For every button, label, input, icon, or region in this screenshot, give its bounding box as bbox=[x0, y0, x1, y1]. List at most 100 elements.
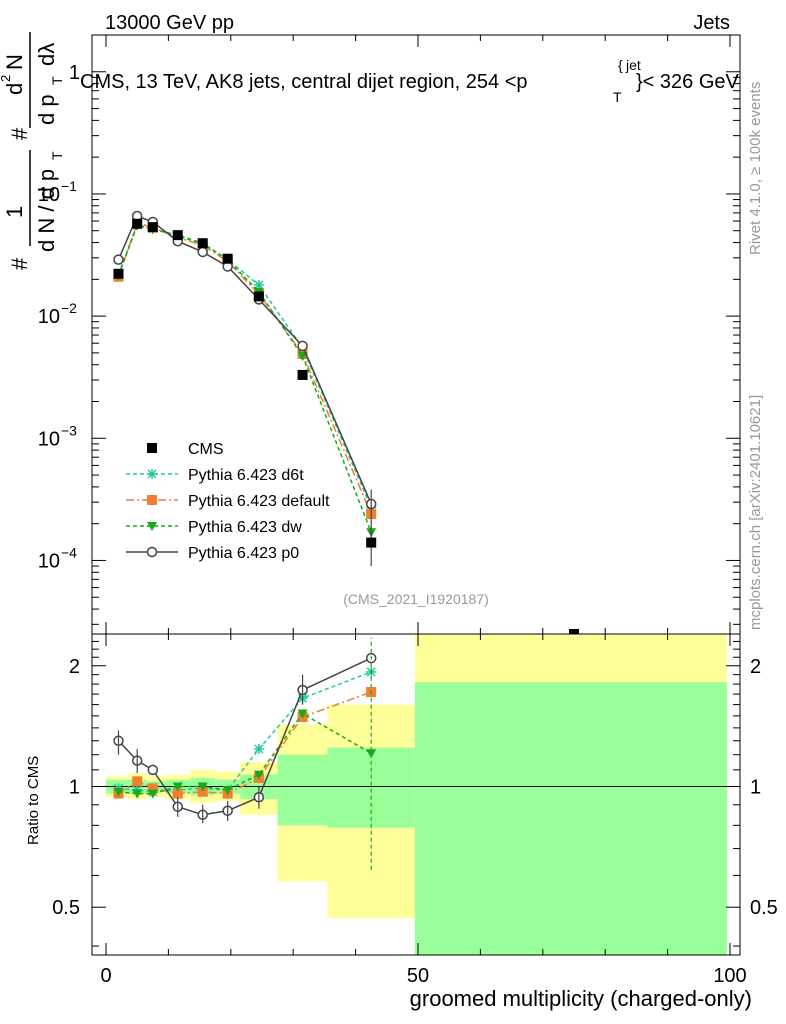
legend-label: Pythia 6.423 default bbox=[188, 493, 330, 510]
legend-marker bbox=[147, 443, 157, 453]
ratio-panel: 0.5 0.5 1 1 2 2 bbox=[52, 633, 778, 956]
bottom-y-tick-label-right: 2 bbox=[750, 656, 761, 678]
ylabel-den2: d p bbox=[34, 94, 59, 125]
top-y-tick-base: 10 bbox=[38, 428, 60, 450]
top-y-tick-label: 10 −4 bbox=[38, 544, 77, 572]
ylabel-num2-top: d bbox=[2, 83, 27, 95]
ratio-line-1 bbox=[118, 691, 372, 795]
top-y-tick-exp: −2 bbox=[61, 300, 77, 316]
title-tail: }< 326 GeV bbox=[636, 71, 740, 93]
header-right: Jets bbox=[693, 12, 730, 34]
ylabel-den: d N / d p bbox=[34, 169, 59, 252]
mcplots-label: mcplots.cern.ch [arXiv:2401.10621] bbox=[747, 395, 764, 630]
cms-point bbox=[113, 268, 124, 279]
bottom-y-tick-label: 0.5 bbox=[52, 897, 80, 919]
top-y-tick-label: 10 −2 bbox=[38, 300, 77, 328]
ylabel-hash: # bbox=[7, 257, 32, 270]
legend-item-0: CMS bbox=[147, 441, 224, 458]
cms-point bbox=[197, 238, 208, 249]
top-y-tick-exp: −1 bbox=[61, 178, 77, 194]
ratio-point-3 bbox=[147, 764, 159, 776]
series-point-3 bbox=[297, 340, 308, 352]
ylabel-num2-N: N bbox=[2, 54, 27, 70]
ylabel-hash2: # bbox=[7, 127, 32, 140]
cms-point bbox=[147, 222, 158, 233]
ratio-ylabel: Ratio to CMS bbox=[25, 756, 42, 845]
legend-marker bbox=[147, 469, 157, 479]
legend-label: CMS bbox=[188, 441, 224, 458]
series-line-3 bbox=[117, 215, 372, 505]
x-tick-label: 100 bbox=[713, 965, 746, 987]
analysis-id: (CMS_2021_I1920187) bbox=[343, 591, 489, 607]
ratio-point-2 bbox=[147, 789, 158, 799]
legend-marker bbox=[146, 546, 158, 558]
ratio-point-2 bbox=[253, 770, 264, 780]
cms-point bbox=[253, 291, 264, 302]
x-axis-label: groomed multiplicity (charged-only) bbox=[410, 986, 752, 1011]
cms-point bbox=[222, 253, 233, 264]
ratio-point-1 bbox=[172, 788, 183, 799]
bottom-y-tick-label-right: 1 bbox=[750, 776, 761, 798]
plot-title: CMS, 13 TeV, AK8 jets, central dijet reg… bbox=[80, 57, 740, 105]
top-y-tick-label: 10 −1 bbox=[38, 178, 77, 206]
rivet-label: Rivet 4.1.0, ≥ 100k events bbox=[747, 82, 764, 255]
legend-label: Pythia 6.423 dw bbox=[188, 519, 302, 536]
legend-marker bbox=[147, 522, 157, 531]
cms-point bbox=[132, 218, 143, 229]
ratio-point-1 bbox=[132, 776, 143, 787]
x-tick-label: 0 bbox=[100, 965, 111, 987]
x-tick-label: 50 bbox=[407, 965, 429, 987]
x-tick-labels: 0 50 100 bbox=[100, 965, 746, 987]
top-ylabel: # 1 d N / d p T # d 2 N d p T dλ bbox=[0, 32, 65, 270]
legend-item-3: Pythia 6.423 dw bbox=[126, 519, 302, 536]
legend-marker bbox=[147, 495, 157, 505]
series-point-3 bbox=[197, 246, 208, 258]
ylabel-den2-tail: dλ bbox=[34, 43, 59, 66]
ratio-point-2 bbox=[132, 789, 143, 799]
top-y-tick-label: 1 bbox=[69, 62, 80, 84]
band-green-9 bbox=[414, 682, 727, 955]
bottom-frame bbox=[91, 633, 741, 956]
series-point-2 bbox=[297, 352, 308, 362]
ylabel-one: 1 bbox=[2, 206, 27, 218]
legend: CMS Pythia 6.423 d6t Pythia 6.423 default P… bbox=[126, 441, 330, 562]
legend-label: Pythia 6.423 d6t bbox=[188, 467, 304, 484]
star-stroke bbox=[254, 744, 264, 754]
title-brace: { bbox=[618, 57, 623, 73]
series-point-3 bbox=[113, 254, 124, 265]
top-y-tick-base: 10 bbox=[38, 184, 60, 206]
bottom-y-tick-label-right: 0.5 bbox=[750, 897, 778, 919]
ratio-point-2 bbox=[222, 785, 233, 795]
top-y-tick-exp: −3 bbox=[61, 422, 77, 438]
cms-point bbox=[297, 369, 308, 380]
top-y-tick-exp: −4 bbox=[61, 544, 77, 560]
cms-point bbox=[366, 537, 377, 548]
top-y-tick-base: 1 bbox=[69, 62, 80, 84]
main-panel: 110−110−210−310−4 bbox=[38, 34, 741, 635]
title-sup: jet bbox=[625, 57, 641, 73]
cms-point bbox=[172, 230, 183, 241]
ratio-point-2 bbox=[297, 709, 308, 719]
top-y-tick-base: 10 bbox=[38, 306, 60, 328]
legend-item-2: Pythia 6.423 default bbox=[126, 493, 330, 510]
ratio-point-0 bbox=[253, 744, 264, 755]
star-stroke bbox=[254, 280, 264, 290]
header-left: 13000 GeV pp bbox=[105, 12, 234, 34]
series-line-0 bbox=[117, 223, 372, 509]
ratio-point-2 bbox=[113, 787, 124, 797]
top-y-tick-base: 10 bbox=[38, 550, 60, 572]
cms-offscale-point bbox=[569, 629, 579, 634]
ylabel-num2-sup: 2 bbox=[0, 75, 13, 82]
bottom-y-tick-label: 1 bbox=[69, 776, 80, 798]
series-line-2 bbox=[117, 224, 372, 533]
title-sub: T bbox=[613, 89, 622, 105]
legend-label: Pythia 6.423 p0 bbox=[188, 545, 299, 562]
star-stroke bbox=[147, 469, 157, 479]
title-main: CMS, 13 TeV, AK8 jets, central dijet reg… bbox=[80, 71, 528, 93]
legend-item-4: Pythia 6.423 p0 bbox=[126, 545, 299, 562]
ylabel-den-sub: T bbox=[49, 151, 65, 160]
ratio-point-1 bbox=[197, 786, 208, 797]
band-green-8 bbox=[327, 747, 415, 828]
band-green-7 bbox=[277, 754, 328, 826]
